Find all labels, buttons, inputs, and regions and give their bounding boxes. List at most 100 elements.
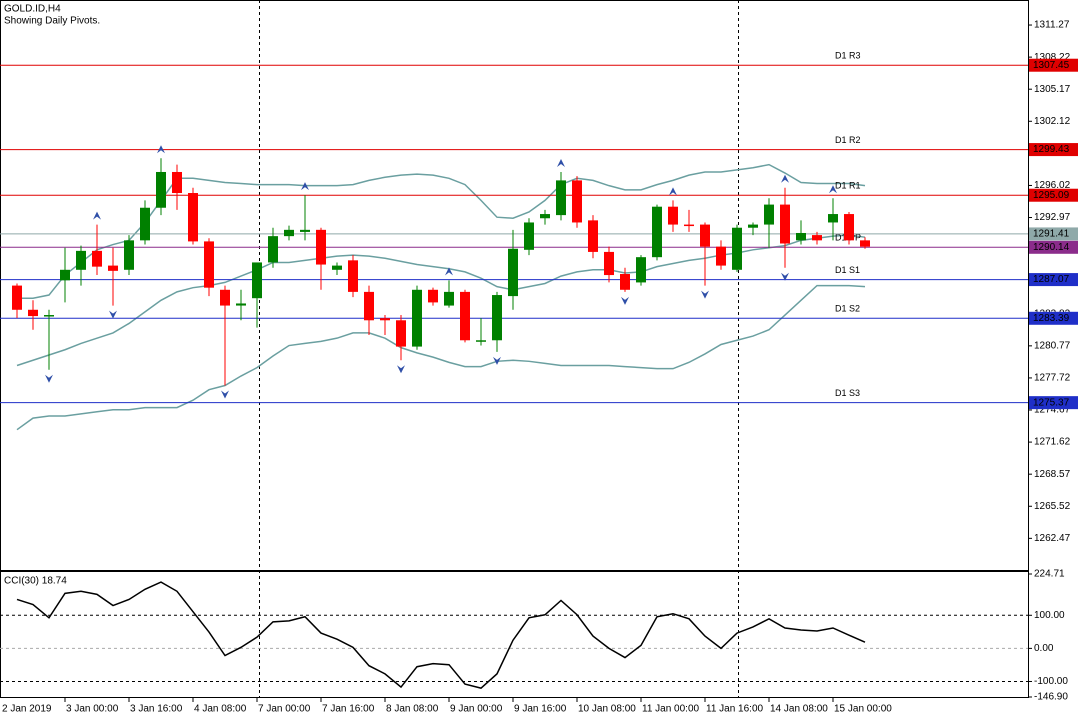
- candle-body: [380, 318, 390, 321]
- fractal-up: [669, 187, 677, 196]
- candle-body: [156, 171, 166, 208]
- chart-subtitle: Showing Daily Pivots.: [4, 16, 100, 27]
- x-tick-label: 14 Jan 08:00: [770, 704, 828, 715]
- candle-body: [700, 224, 710, 247]
- fractal-up: [93, 211, 101, 220]
- candle-body: [252, 262, 262, 299]
- candle-body: [604, 251, 614, 276]
- x-tick-label: 11 Jan 16:00: [706, 704, 764, 715]
- x-tick-label: 4 Jan 08:00: [194, 704, 247, 715]
- fractal-down: [45, 374, 53, 383]
- candle-body: [268, 236, 278, 263]
- y-tick-label: 1292.97: [1034, 212, 1071, 223]
- fractal-up: [557, 158, 565, 167]
- candle-body: [556, 180, 566, 216]
- candle-body: [748, 224, 758, 228]
- y-tick-label: 224.71: [1034, 569, 1065, 580]
- candle-body: [684, 224, 694, 227]
- y-tick-label: -146.90: [1034, 692, 1068, 703]
- candle-body: [796, 232, 806, 241]
- level-price-label: 1287.07: [1033, 274, 1070, 285]
- candle-body: [204, 241, 214, 288]
- x-tick-label: 8 Jan 08:00: [386, 704, 439, 715]
- indicator-title: CCI(30) 18.74: [4, 576, 67, 587]
- candle-body: [508, 248, 518, 297]
- candle-body: [460, 291, 470, 341]
- candle-body: [236, 303, 246, 306]
- y-tick-label: 1305.17: [1034, 84, 1071, 95]
- candle-body: [812, 235, 822, 241]
- fractal-down: [221, 390, 229, 399]
- candle-body: [572, 180, 582, 223]
- x-tick-label: 3 Jan 00:00: [66, 704, 119, 715]
- level-price-box: [1029, 396, 1078, 410]
- candle-body: [92, 250, 102, 267]
- candle-body: [652, 206, 662, 258]
- pivot-label: D1 S1: [835, 265, 860, 275]
- cci-panel: [0, 571, 1029, 698]
- candle-body: [140, 207, 150, 241]
- candle-body: [44, 315, 54, 317]
- pivot-label: D1 R1: [835, 181, 861, 191]
- level-price-label: 1290.14: [1033, 242, 1070, 253]
- x-tick-label: 9 Jan 16:00: [514, 704, 567, 715]
- x-tick-label: 3 Jan 16:00: [130, 704, 183, 715]
- candle-body: [332, 265, 342, 270]
- candle-body: [588, 220, 598, 252]
- pivot-label: D1 S2: [835, 304, 860, 314]
- candle-body: [300, 229, 310, 232]
- candle-body: [12, 285, 22, 310]
- candle-body: [732, 227, 742, 270]
- candle-body: [396, 320, 406, 347]
- candle-body: [60, 269, 70, 281]
- candle-body: [620, 274, 630, 290]
- level-price-label: 1295.09: [1033, 190, 1070, 201]
- candle-body: [28, 309, 38, 317]
- candle-body: [764, 204, 774, 225]
- candle-body: [780, 204, 790, 244]
- level-price-box: [1029, 188, 1078, 202]
- candle-body: [172, 171, 182, 194]
- x-tick-label: 15 Jan 00:00: [834, 704, 892, 715]
- level-price-label: 1299.43: [1033, 144, 1070, 155]
- fractal-up: [781, 174, 789, 183]
- level-price-box: [1029, 311, 1078, 325]
- x-start-label: 2 Jan 2019: [2, 704, 52, 715]
- level-price-label: 1307.45: [1033, 60, 1070, 71]
- candle-body: [284, 229, 294, 237]
- candle-body: [444, 291, 454, 306]
- last-price-label: 1291.41: [1033, 229, 1070, 240]
- level-price-box: [1029, 240, 1078, 254]
- candle-body: [188, 193, 198, 242]
- y-tick-label: 1308.22: [1034, 52, 1071, 63]
- candle-body: [636, 257, 646, 283]
- candle-body: [860, 240, 870, 247]
- y-tick-label: 1296.02: [1034, 180, 1071, 191]
- fractal-up: [301, 182, 309, 191]
- last-price-box: [1029, 227, 1078, 241]
- y-tick-label: 1271.62: [1034, 437, 1071, 448]
- x-tick-label: 7 Jan 16:00: [322, 704, 375, 715]
- fractal-down: [397, 365, 405, 374]
- candle-body: [428, 289, 438, 303]
- level-price-label: 1275.37: [1033, 397, 1070, 408]
- candle-body: [412, 289, 422, 347]
- y-tick-label: 1302.12: [1034, 116, 1071, 127]
- candle-body: [124, 240, 134, 270]
- fractal-down: [621, 296, 629, 305]
- fractal-down: [781, 272, 789, 281]
- y-tick-label: 1280.77: [1034, 340, 1071, 351]
- y-tick-label: 1265.52: [1034, 501, 1071, 512]
- candle-body: [668, 206, 678, 225]
- candle-body: [828, 214, 838, 223]
- candle-body: [716, 246, 726, 266]
- level-price-box: [1029, 58, 1078, 72]
- y-tick-label: -100.00: [1034, 676, 1068, 687]
- level-price-box: [1029, 143, 1078, 157]
- candle-body: [348, 260, 358, 292]
- pivot-label: D1 R3: [835, 51, 861, 61]
- y-tick-label: 1268.57: [1034, 469, 1071, 480]
